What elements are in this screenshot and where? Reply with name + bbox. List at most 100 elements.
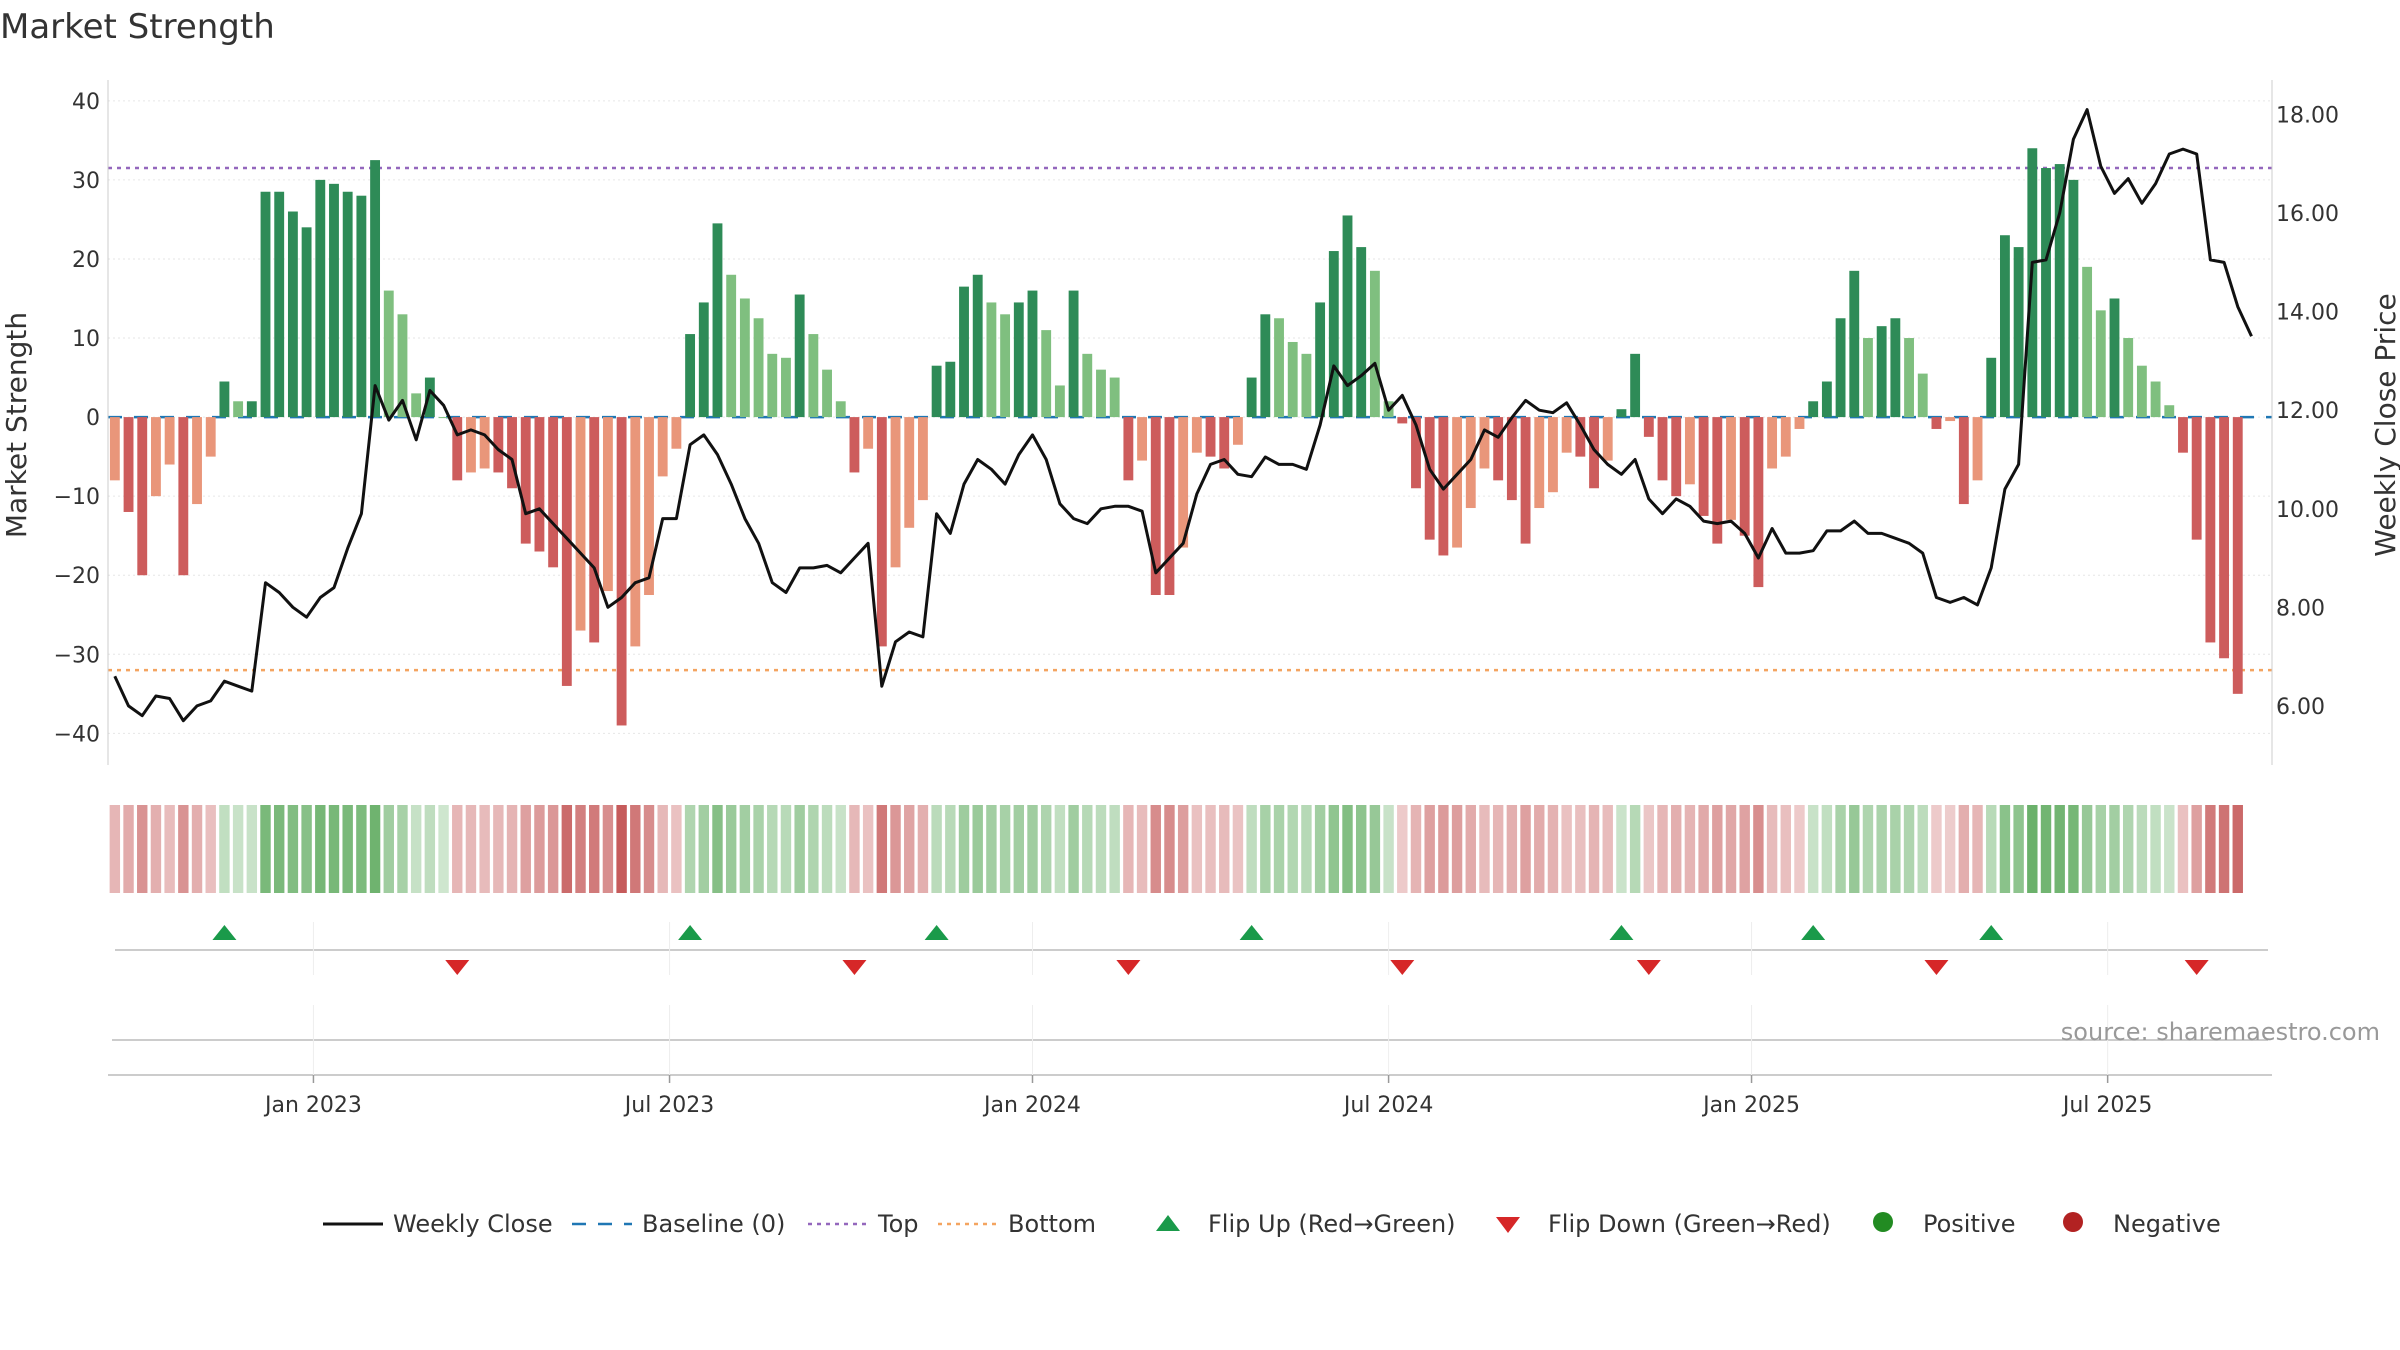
- strength-bar: [1424, 417, 1435, 540]
- heat-cell: [1355, 805, 1367, 893]
- heat-cell: [123, 805, 134, 893]
- heat-cell: [1972, 805, 1983, 893]
- heat-cell: [315, 805, 326, 893]
- heat-cell: [1561, 805, 1572, 893]
- strength-bar: [2013, 247, 2024, 418]
- heat-cell: [1862, 805, 1874, 893]
- strength-bar: [1041, 330, 1052, 418]
- heat-cell: [1068, 805, 1079, 893]
- heat-cell: [1944, 805, 1956, 893]
- strength-bar: [1575, 417, 1586, 457]
- strength-bar: [1616, 409, 1627, 418]
- heat-cell: [739, 805, 751, 893]
- strength-bars: [109, 148, 2243, 726]
- strength-bar: [575, 417, 586, 631]
- heat-cell: [1465, 805, 1476, 893]
- y-tick-label-left: −20: [54, 564, 100, 589]
- strength-bar: [1958, 417, 1969, 505]
- heat-cell: [2013, 805, 2024, 893]
- strength-bar: [630, 417, 641, 647]
- strength-bar: [137, 417, 148, 576]
- strength-bar: [1233, 417, 1243, 445]
- heat-cell: [2150, 805, 2161, 893]
- y-tick-label-left: 0: [86, 406, 100, 431]
- heat-cell: [1013, 805, 1025, 893]
- heat-cell: [1849, 805, 1860, 893]
- lower-panel: Jan 2023 Jul 2023 Jan 2024 Jul 2024 Jan 2025…: [108, 1005, 2272, 1118]
- strength-bar: [411, 393, 422, 418]
- strength-bar: [1684, 417, 1695, 485]
- strength-bar: [1411, 417, 1421, 489]
- strength-bar: [1794, 417, 1805, 429]
- heat-cell: [1301, 805, 1312, 893]
- legend-label: Weekly Close: [393, 1210, 553, 1238]
- flip-down-marker: [1390, 960, 1415, 975]
- heat-cell: [369, 805, 381, 893]
- strength-bar: [849, 417, 860, 473]
- strength-bar: [2054, 164, 2065, 418]
- heat-cell: [917, 805, 929, 893]
- strength-bar: [205, 417, 216, 457]
- strength-bar: [904, 417, 915, 528]
- strength-bar: [1109, 377, 1120, 418]
- heat-cell: [191, 805, 203, 893]
- heat-cell: [1794, 805, 1805, 893]
- heat-cell: [1273, 805, 1285, 893]
- y-tick-label-right: 14.00: [2276, 301, 2339, 326]
- heat-cell: [684, 805, 696, 893]
- heat-cell: [479, 805, 490, 893]
- flip-up-marker: [924, 925, 949, 940]
- heat-cell: [849, 805, 860, 893]
- strength-bar: [1301, 353, 1312, 418]
- strength-bar: [1534, 417, 1545, 509]
- strength-bar: [192, 417, 202, 505]
- strength-bar: [671, 417, 682, 449]
- heat-cell: [753, 805, 764, 893]
- flip-up-marker: [1239, 925, 1264, 940]
- strength-bar: [781, 357, 791, 418]
- flip-down-marker: [842, 960, 867, 975]
- legend-item-top: Top: [808, 1210, 919, 1238]
- strength-bar: [2123, 338, 2134, 418]
- legend-item-flip_up: Flip Up (Red→Green): [1156, 1210, 1456, 1238]
- strength-bar: [2219, 417, 2229, 659]
- heat-cell: [2095, 805, 2107, 893]
- heat-cell: [1397, 805, 1408, 893]
- strength-bar: [1698, 417, 1709, 516]
- heat-cell: [1629, 805, 1641, 893]
- heat-cell: [780, 805, 792, 893]
- legend-label: Negative: [2113, 1210, 2221, 1238]
- strength-bar: [1726, 417, 1736, 520]
- strength-bar: [1369, 270, 1380, 418]
- strength-bar: [1904, 338, 1914, 418]
- heat-cell: [1958, 805, 1970, 893]
- strength-bar: [2150, 381, 2161, 418]
- legend-label: Flip Up (Red→Green): [1208, 1210, 1456, 1238]
- strength-bar: [917, 417, 928, 501]
- y-tick-label-left: 10: [72, 327, 100, 352]
- heat-cell: [725, 805, 737, 893]
- strength-bar: [1150, 417, 1161, 595]
- heat-cell: [616, 805, 627, 893]
- y-tick-label-right: 8.00: [2276, 596, 2325, 621]
- heat-cell: [862, 805, 874, 893]
- heat-cell: [301, 805, 312, 893]
- strength-bar: [1465, 417, 1476, 509]
- strength-bar: [1328, 251, 1339, 418]
- flip-down-marker: [1924, 960, 1949, 975]
- y-axis-label-left: Market Strength: [0, 312, 33, 538]
- y-tick-label-left: 30: [72, 169, 100, 194]
- heat-cell: [452, 805, 463, 893]
- strength-bar: [1260, 314, 1271, 418]
- strength-bar: [808, 334, 819, 418]
- strength-bar: [931, 365, 942, 418]
- heat-cell: [1438, 805, 1449, 893]
- flip-down-marker: [445, 960, 470, 975]
- heat-cell: [821, 805, 833, 893]
- strength-bar: [726, 274, 737, 418]
- strength-bar: [342, 191, 353, 418]
- heat-cell: [1766, 805, 1778, 893]
- strength-bar: [520, 417, 531, 544]
- strength-bar: [493, 417, 504, 473]
- strength-bar: [1548, 417, 1558, 493]
